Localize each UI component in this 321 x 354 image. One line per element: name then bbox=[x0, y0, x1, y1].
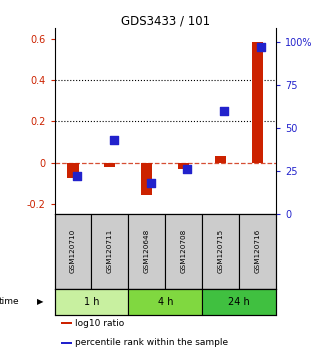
Bar bbox=[61, 322, 72, 324]
Bar bbox=[239, 214, 276, 289]
Text: 4 h: 4 h bbox=[158, 297, 173, 307]
Bar bbox=[91, 214, 128, 289]
Title: GDS3433 / 101: GDS3433 / 101 bbox=[121, 14, 210, 27]
Bar bbox=[141, 162, 152, 195]
Point bbox=[74, 173, 79, 179]
Bar bbox=[252, 42, 263, 162]
Text: ▶: ▶ bbox=[37, 297, 43, 307]
Text: GSM120716: GSM120716 bbox=[255, 229, 261, 273]
Text: GSM120715: GSM120715 bbox=[218, 229, 224, 273]
Point bbox=[111, 137, 116, 143]
Text: GSM120710: GSM120710 bbox=[70, 229, 76, 273]
Bar bbox=[61, 342, 72, 344]
Text: time: time bbox=[0, 297, 20, 307]
Bar bbox=[178, 162, 189, 169]
Bar bbox=[128, 289, 202, 315]
Bar bbox=[202, 289, 276, 315]
Bar bbox=[215, 156, 226, 162]
Bar bbox=[165, 214, 202, 289]
Bar bbox=[202, 214, 239, 289]
Text: percentile rank within the sample: percentile rank within the sample bbox=[74, 338, 228, 347]
Text: GSM120648: GSM120648 bbox=[144, 229, 150, 273]
Text: 1 h: 1 h bbox=[84, 297, 99, 307]
Text: log10 ratio: log10 ratio bbox=[74, 319, 124, 327]
Bar bbox=[128, 214, 165, 289]
Bar bbox=[67, 162, 79, 178]
Bar bbox=[55, 214, 91, 289]
Point bbox=[222, 108, 227, 114]
Text: GSM120711: GSM120711 bbox=[107, 229, 113, 273]
Text: GSM120708: GSM120708 bbox=[181, 229, 187, 273]
Point bbox=[148, 180, 153, 186]
Bar bbox=[104, 162, 116, 167]
Text: 24 h: 24 h bbox=[228, 297, 250, 307]
Bar bbox=[55, 289, 128, 315]
Point bbox=[259, 44, 264, 50]
Point bbox=[185, 167, 190, 172]
